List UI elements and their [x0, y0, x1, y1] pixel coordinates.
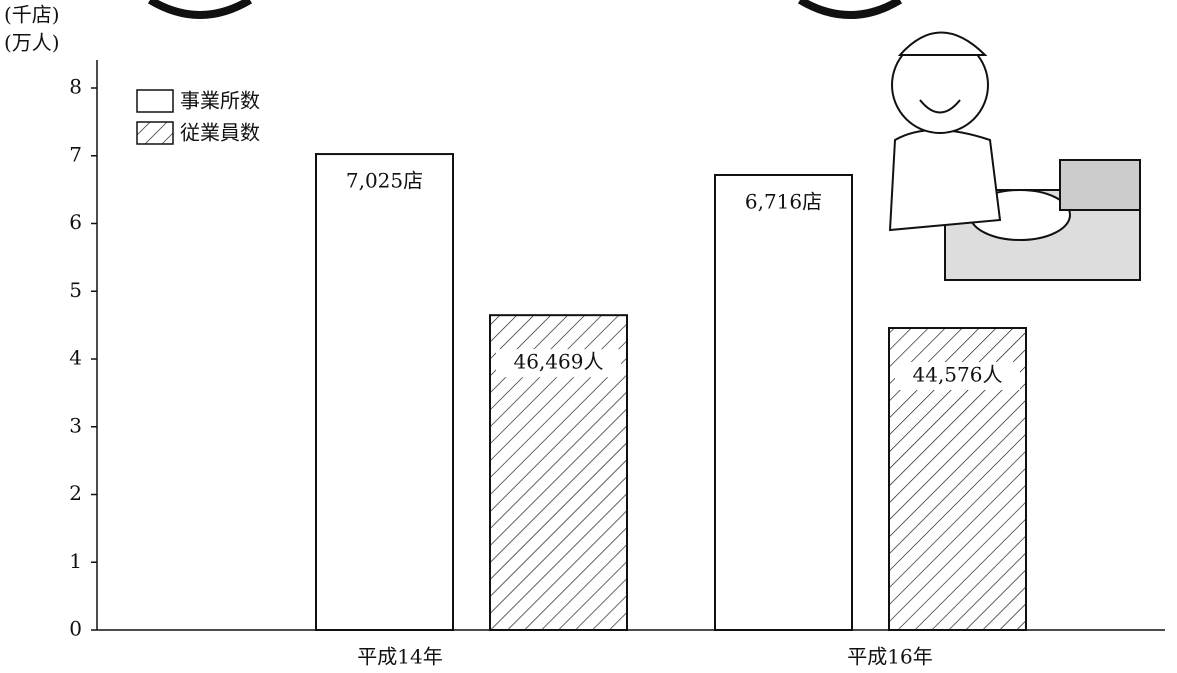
x-tick-label: 平成14年: [357, 645, 442, 669]
y-tick-label: 2: [69, 481, 82, 505]
legend-swatch: [136, 89, 174, 113]
label-bg: [895, 361, 1020, 390]
y-unit: (千店): [4, 3, 60, 27]
label-bg: [496, 349, 621, 378]
value-label: 44,576人: [913, 362, 1003, 386]
legend-label: 従業員数: [180, 121, 260, 145]
bar: [315, 153, 454, 631]
y-tick-label: 4: [69, 346, 82, 370]
value-label: 6,716店: [745, 189, 822, 213]
value-label: 7,025店: [346, 169, 423, 193]
bar: [714, 173, 853, 631]
legend-swatch: [136, 121, 174, 145]
y-tick-label: 0: [69, 617, 82, 641]
value-label: 46,469人: [514, 350, 604, 374]
illustration: [888, 31, 1141, 281]
y-tick-label: 7: [69, 142, 82, 166]
y-tick-label: 3: [69, 413, 82, 437]
y-tick-label: 5: [69, 278, 82, 302]
y-tick-label: 1: [69, 549, 82, 573]
legend-label: 事業所数: [180, 89, 260, 113]
y-tick-label: 6: [69, 210, 82, 234]
y-tick-label: 8: [69, 75, 82, 99]
y-unit: (万人): [4, 31, 60, 55]
decoration: [147, 0, 903, 19]
x-tick-label: 平成16年: [847, 645, 932, 669]
